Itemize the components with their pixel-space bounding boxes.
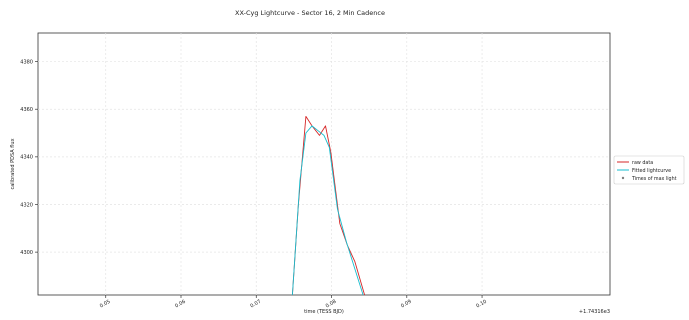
y-tick-label: 4340	[20, 155, 33, 161]
x-tick-label: 0.08	[325, 299, 338, 310]
x-tick-label: 0.09	[400, 299, 413, 310]
y-tick-label: 4320	[20, 202, 33, 208]
plot-frame	[37, 32, 611, 296]
x-tick-label: 0.07	[249, 299, 262, 310]
legend: raw data Fitted lightcurve Times of max li…	[613, 155, 685, 185]
legend-label: Times of max light	[631, 176, 677, 182]
y-tick-label: 4380	[20, 59, 33, 65]
axis-ticks: 0.05 0.06 0.07 0.08 0.09 0.10 4300 4320 4340 4360…	[20, 59, 488, 309]
x-axis-offset: +1.74316e3	[579, 309, 610, 315]
series-line-fitted-lightcurve	[291, 125, 364, 296]
legend-label: Fitted lightcurve	[632, 168, 671, 174]
legend-label: raw data	[632, 160, 653, 166]
chart-title: XX-Cyg Lightcurve - Sector 16, 2 Min Cad…	[235, 9, 385, 17]
legend-box	[613, 155, 685, 185]
x-tick-label: 0.10	[475, 299, 488, 310]
y-axis-label: calibrated PDSA flux	[10, 138, 16, 189]
x-tick-label: 0.06	[174, 299, 187, 310]
x-axis-label: time (TESS BJD)	[304, 309, 344, 315]
y-tick-label: 4300	[20, 250, 33, 256]
legend-swatch-times-of-max-light	[621, 176, 625, 180]
grid-lines	[38, 33, 610, 295]
x-tick-label: 0.05	[99, 299, 112, 310]
series-line-raw-data	[291, 115, 366, 296]
y-tick-label: 4360	[20, 107, 33, 113]
series-layer	[291, 115, 366, 296]
